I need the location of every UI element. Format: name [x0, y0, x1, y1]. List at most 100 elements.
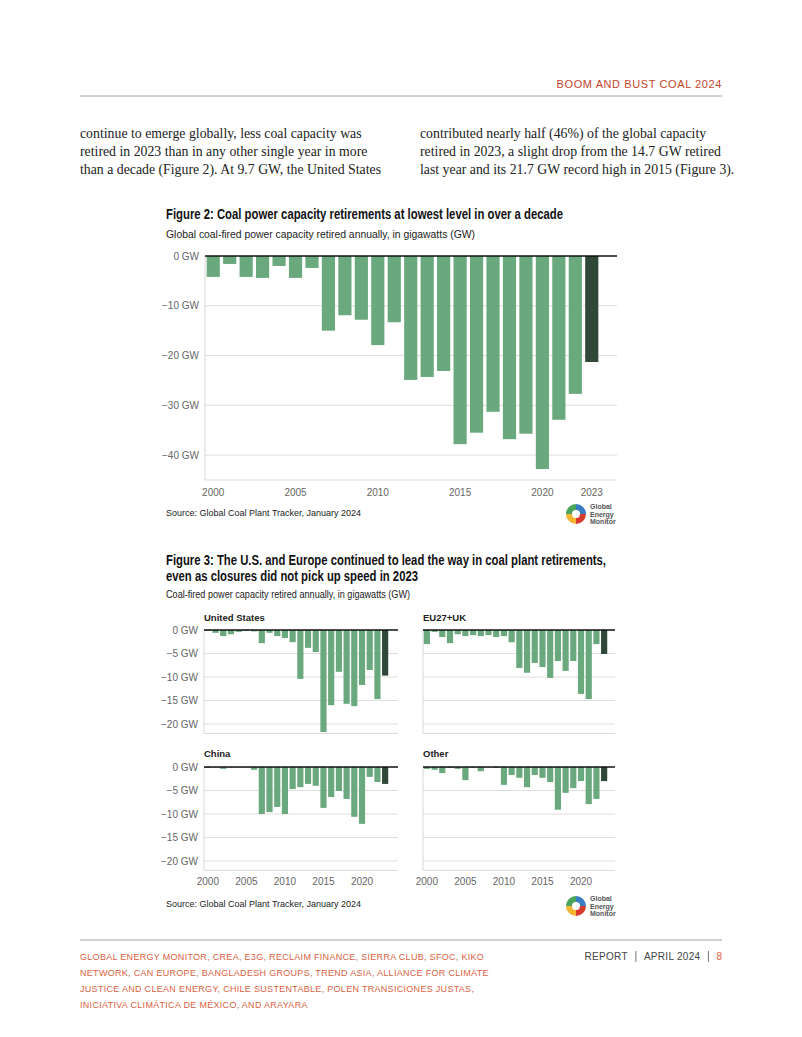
bars	[424, 630, 607, 699]
bar	[223, 256, 236, 264]
zero-line	[205, 255, 617, 256]
bar	[297, 767, 303, 787]
footer-report: REPORT	[585, 951, 628, 962]
bar	[305, 767, 311, 784]
bar	[338, 256, 351, 315]
bar	[388, 256, 401, 322]
y-tick-label: 0 GW	[172, 625, 198, 636]
bar	[240, 256, 253, 277]
bar	[421, 256, 434, 377]
bar	[593, 767, 599, 799]
y-tick-label: −30 GW	[162, 400, 200, 411]
x-axis-line	[205, 480, 617, 481]
bar	[272, 256, 285, 266]
x-tick-label: 2015	[531, 876, 554, 887]
bar	[447, 630, 453, 643]
bar	[274, 767, 280, 807]
footer-separator	[708, 951, 709, 962]
logo-text: Monitor	[590, 518, 616, 525]
zero-line	[204, 629, 398, 630]
body-text: retired in 2023 than in any other single…	[80, 144, 367, 159]
y-tick-label: −40 GW	[162, 450, 200, 461]
bar	[454, 256, 467, 444]
chart-subtitle: Global coal-fired power capacity retired…	[166, 228, 475, 240]
bar	[355, 256, 368, 320]
grid-line	[423, 837, 615, 838]
bar	[462, 630, 468, 636]
bar	[259, 630, 265, 643]
bars	[424, 767, 607, 810]
bar	[404, 256, 417, 380]
logo-center	[572, 902, 580, 910]
bar	[220, 630, 226, 636]
bar	[563, 630, 569, 671]
body-text: last year and its 21.7 GW record high in…	[420, 162, 734, 178]
panel-title: EU27+UK	[423, 612, 466, 623]
bar	[344, 630, 350, 704]
bar	[437, 256, 450, 371]
y-tick-label: −10 GW	[162, 300, 200, 311]
x-tick-label: 2000	[202, 487, 225, 498]
bar	[547, 630, 553, 678]
bar	[578, 630, 584, 694]
bar	[470, 256, 483, 433]
y-tick-label: −20 GW	[161, 856, 199, 867]
x-tick-label: 2000	[197, 876, 220, 887]
y-tick-label: −10 GW	[161, 672, 199, 683]
bar	[359, 630, 365, 685]
x-axis-line	[423, 733, 615, 734]
bar	[207, 256, 220, 277]
x-tick-label: 2020	[570, 876, 593, 887]
chart-source: Source: Global Coal Plant Tracker, Janua…	[166, 899, 361, 909]
bar	[516, 630, 522, 668]
bar	[532, 767, 538, 775]
bar	[493, 630, 499, 637]
x-tick-label: 2020	[531, 487, 554, 498]
bar	[503, 256, 516, 439]
bar	[509, 630, 515, 642]
bar	[282, 767, 288, 814]
page: { "header": {"running_title": "BOOM AND …	[0, 0, 802, 1037]
grid-line	[423, 861, 615, 862]
header-rule	[80, 96, 722, 97]
bar	[320, 767, 326, 808]
chart: 0 GW−5 GW−10 GW−15 GW−20 GW2000200520102…	[161, 748, 398, 887]
bar	[382, 630, 388, 676]
bar	[439, 630, 445, 637]
bar	[570, 767, 576, 788]
bar	[282, 630, 288, 638]
bar	[462, 767, 468, 780]
bar	[509, 767, 515, 775]
chart-source: Source: Global Coal Plant Tracker, Janua…	[166, 508, 361, 518]
bar	[359, 767, 365, 824]
y-axis-line	[423, 767, 424, 870]
logo-text: Global	[590, 503, 612, 510]
grid-line	[204, 837, 398, 838]
x-tick-label: 2015	[312, 876, 335, 887]
bar	[516, 767, 522, 778]
footer-orgs: INICIATIVA CLIMÁTICA DE MÉXICO, AND ARAY…	[80, 1000, 308, 1010]
bar	[259, 767, 265, 814]
y-axis-line	[423, 630, 424, 733]
panel-title: Other	[423, 748, 449, 759]
bar	[344, 767, 350, 799]
bar	[470, 630, 476, 635]
x-tick-label: 2005	[284, 487, 307, 498]
bar	[486, 256, 499, 412]
bars	[205, 767, 388, 824]
x-tick-label: 2005	[235, 876, 258, 887]
grid-line	[205, 455, 617, 456]
bar	[539, 767, 545, 778]
bar	[586, 630, 592, 699]
y-tick-label: −15 GW	[161, 695, 199, 706]
bar	[478, 630, 484, 636]
bar	[519, 256, 532, 434]
bar	[585, 256, 598, 362]
grid-line	[423, 814, 615, 815]
grid-line	[204, 861, 398, 862]
x-tick-label: 2023	[581, 487, 604, 498]
bar	[501, 630, 507, 636]
y-tick-label: −15 GW	[161, 832, 199, 843]
bar	[524, 767, 530, 787]
chart: 20002005201020152020Other	[416, 748, 615, 887]
